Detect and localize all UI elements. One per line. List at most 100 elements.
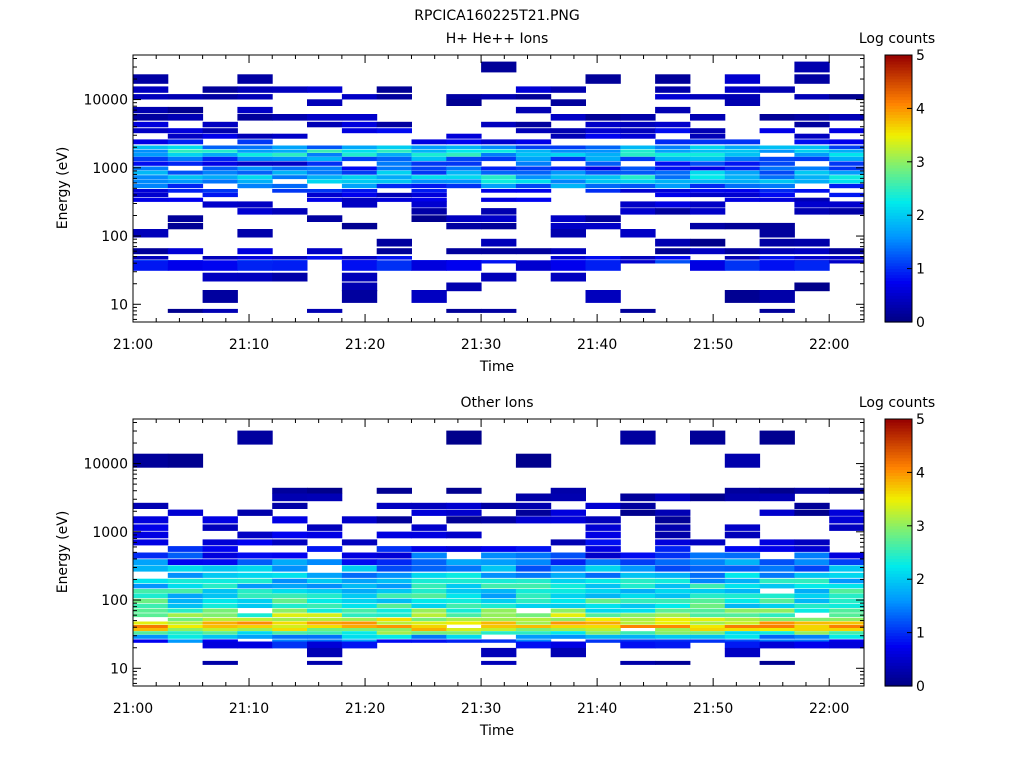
heatmap-cell xyxy=(307,248,343,255)
colorbar-step xyxy=(885,227,912,231)
heatmap-cell xyxy=(794,617,830,622)
heatmap-cell xyxy=(585,546,621,552)
heatmap-cell xyxy=(829,192,865,198)
heatmap-cell xyxy=(237,565,273,572)
heatmap-cell xyxy=(272,170,308,175)
heatmap-cell xyxy=(341,175,378,180)
heatmap-cell xyxy=(620,149,656,153)
heatmap-cell xyxy=(759,222,795,230)
heatmap-cell xyxy=(655,583,691,589)
heatmap-cell xyxy=(620,201,656,208)
heatmap-cell xyxy=(655,516,691,524)
heatmap-cell xyxy=(655,121,691,128)
colorbar-step xyxy=(885,496,912,500)
heatmap-cell xyxy=(620,593,656,599)
heatmap-cell xyxy=(655,625,691,628)
heatmap-cell xyxy=(620,639,656,643)
heatmap-cell xyxy=(481,631,517,635)
heatmap-cell xyxy=(167,617,204,622)
heatmap-cell xyxy=(829,583,865,589)
colorbar-step xyxy=(885,564,912,568)
heatmap-cell xyxy=(272,583,308,589)
heatmap-cell xyxy=(202,660,238,665)
heatmap-cell xyxy=(481,153,517,157)
heatmap-cell xyxy=(133,631,169,635)
heatmap-cell xyxy=(724,608,761,613)
heatmap-cell xyxy=(724,621,761,625)
heatmap-cell xyxy=(620,189,656,193)
heatmap-cell xyxy=(202,201,238,208)
heatmap-cell xyxy=(167,308,204,313)
heatmap-cell xyxy=(794,546,830,552)
colorbar-step xyxy=(885,301,912,305)
colorbar-step xyxy=(885,274,912,279)
x-axis: 21:00 21:10 21:20 21:30 21:40 21:50 22:00 xyxy=(113,55,849,353)
colorbar-step xyxy=(885,221,912,225)
colorbar-step xyxy=(885,665,912,669)
heatmap-cell xyxy=(515,502,552,509)
heatmap-cell xyxy=(272,86,308,93)
heatmap-cell xyxy=(202,272,238,282)
heatmap-cell xyxy=(341,625,378,628)
colorbar-step xyxy=(885,63,912,68)
heatmap-cell xyxy=(829,139,865,145)
heatmap-cell xyxy=(307,170,343,175)
heatmap-cell xyxy=(794,189,830,193)
heatmap-cell xyxy=(655,189,691,193)
heatmap-cell xyxy=(829,114,865,121)
colorbar-step xyxy=(885,283,912,287)
heatmap-cell xyxy=(202,189,238,193)
colorbar-step xyxy=(885,626,912,631)
heatmap-cell xyxy=(655,552,691,559)
heatmap-cell xyxy=(481,139,517,145)
colorbar-step xyxy=(885,87,912,92)
heatmap-cell xyxy=(585,114,621,121)
heatmap-cell xyxy=(237,593,273,599)
heatmap-cell xyxy=(829,170,865,175)
heatmap-cell xyxy=(620,552,656,559)
heatmap-cell xyxy=(794,282,830,292)
heatmap-cell xyxy=(550,583,586,589)
heatmap-cell xyxy=(655,139,691,145)
heatmap-cell xyxy=(446,153,482,157)
heatmap-cell xyxy=(307,487,343,494)
heatmap-cell xyxy=(376,578,412,584)
heatmap-cell xyxy=(411,589,447,594)
heatmap-cell xyxy=(794,502,830,509)
heatmap-cell xyxy=(341,114,378,121)
heatmap-cell xyxy=(446,430,482,445)
heatmap-cell xyxy=(133,229,169,238)
heatmap-cell xyxy=(446,598,482,604)
heatmap-cell xyxy=(446,559,482,565)
heatmap-cell xyxy=(307,572,343,578)
colorbar-step xyxy=(885,185,912,190)
heatmap-cell xyxy=(133,74,169,84)
colorbar-step xyxy=(885,510,912,515)
heatmap-cell xyxy=(446,222,482,230)
heatmap-cell xyxy=(690,559,726,565)
colorbar-step xyxy=(885,608,912,613)
heatmap-cell xyxy=(202,128,238,134)
heatmap-cell xyxy=(133,156,169,162)
heatmap-cell xyxy=(446,149,482,153)
heatmap-cell xyxy=(272,502,308,509)
heatmap-cell xyxy=(724,166,761,171)
heatmap-cell xyxy=(829,524,865,531)
heatmap-cell xyxy=(237,430,273,445)
colorbar-tick-label: 4 xyxy=(916,101,925,117)
heatmap-cell xyxy=(620,114,656,121)
heatmap-cell xyxy=(794,565,830,572)
colorbar-step xyxy=(885,680,912,684)
heatmap-cell xyxy=(655,628,691,632)
heatmap-cell xyxy=(515,628,552,632)
heatmap-cell xyxy=(202,565,238,572)
heatmap-cell xyxy=(690,634,726,639)
heatmap-cell xyxy=(446,145,482,150)
colorbar-step xyxy=(885,543,912,548)
heatmap-cell xyxy=(307,166,343,171)
heatmap-cell xyxy=(724,559,761,565)
heatmap-cell xyxy=(690,192,726,198)
heatmap-cell xyxy=(794,114,830,121)
colorbar-step xyxy=(885,144,912,148)
heatmap-cell xyxy=(376,603,412,608)
